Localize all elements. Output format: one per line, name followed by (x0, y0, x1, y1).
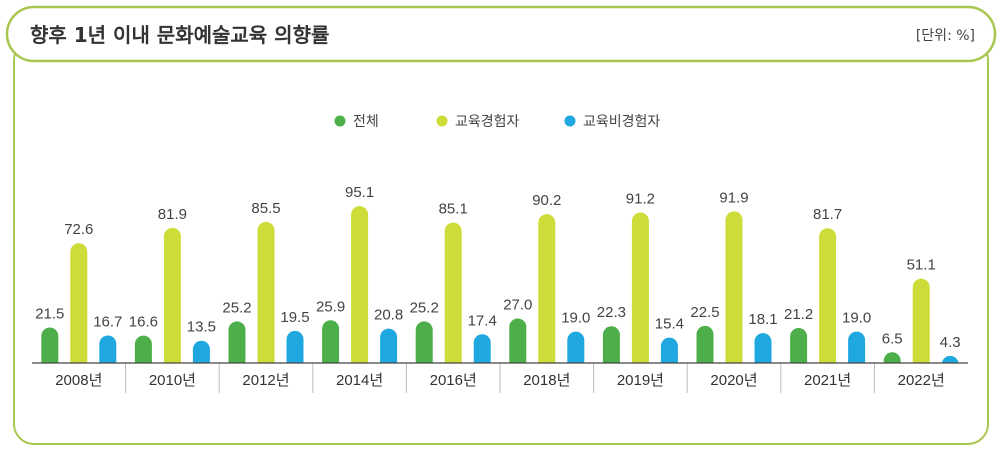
bar-series-3-10 (941, 355, 959, 365)
legend-marker-1 (334, 115, 346, 127)
bar-series-2-2 (163, 227, 181, 363)
value-label-series-1-2: 16.6 (129, 314, 158, 331)
value-label-series-1-7: 22.3 (597, 304, 626, 321)
x-tick-label-9: 2021년 (804, 372, 851, 389)
value-label-series-3-3: 19.5 (280, 309, 309, 326)
bar-series-3-7 (660, 337, 678, 363)
bar-series-1-10 (883, 352, 901, 363)
bar-series-3-2 (192, 340, 210, 363)
value-label-series-2-8: 91.9 (719, 189, 748, 206)
bar-series-2-3 (257, 221, 275, 363)
bar-series-1-2 (134, 335, 152, 363)
bar-series-3-8 (754, 333, 772, 363)
value-label-series-2-2: 81.9 (158, 206, 187, 223)
unit-label: [단위: %] (916, 28, 975, 44)
bar-series-2-7 (631, 212, 649, 363)
x-tick-label-6: 2018년 (523, 372, 570, 389)
x-tick-label-7: 2019년 (617, 372, 664, 389)
bar-series-2-8 (725, 211, 743, 363)
bar-series-1-3 (228, 321, 246, 363)
value-label-series-1-5: 25.2 (410, 299, 439, 316)
bar-series-3-3 (286, 330, 304, 363)
bar-series-3-5 (473, 334, 491, 363)
x-tick-label-4: 2014년 (336, 372, 383, 389)
value-label-series-1-8: 22.5 (690, 304, 719, 321)
bar-series-2-6 (538, 214, 556, 363)
legend-marker-3 (564, 115, 576, 127)
value-label-series-1-1: 21.5 (35, 306, 64, 323)
value-label-series-3-5: 17.4 (468, 312, 497, 329)
bar-series-1-5 (415, 321, 433, 363)
value-label-series-2-5: 85.1 (439, 201, 468, 218)
value-label-series-3-1: 16.7 (93, 313, 122, 330)
value-label-series-1-4: 25.9 (316, 298, 345, 315)
bar-series-2-9 (819, 228, 837, 363)
value-label-series-1-10: 6.5 (882, 330, 903, 347)
value-label-series-1-9: 21.2 (784, 306, 813, 323)
legend-label-2: 교육경험자 (455, 114, 520, 130)
bar-series-1-8 (696, 325, 714, 363)
bar-series-3-6 (567, 331, 585, 363)
value-label-series-2-4: 95.1 (345, 184, 374, 201)
value-label-series-3-8: 18.1 (748, 311, 777, 328)
legend: 전체 교육경험자 교육비경험자 (334, 114, 660, 130)
x-tick-label-5: 2016년 (430, 372, 477, 389)
x-tick-label-3: 2012년 (242, 372, 289, 389)
value-label-series-2-10: 51.1 (907, 257, 936, 274)
title-bar (5, 5, 997, 63)
chart-title: 향후 1년 이내 문화예술교육 의향률 (30, 23, 329, 47)
bar-series-2-5 (444, 222, 462, 363)
value-label-series-2-3: 85.5 (251, 200, 280, 217)
value-label-series-2-6: 90.2 (532, 192, 561, 209)
value-label-series-3-2: 13.5 (187, 319, 216, 336)
bar-series-2-1 (70, 243, 88, 363)
value-label-series-3-7: 15.4 (655, 316, 684, 333)
plot-area: 21.5 72.6 16.7 16.6 81.9 13.5 25.2 85.5 19.5 25.9… (35, 184, 961, 365)
value-label-series-2-1: 72.6 (64, 221, 93, 238)
value-label-series-1-3: 25.2 (222, 299, 251, 316)
bar-series-2-10 (912, 278, 930, 363)
value-label-series-3-9: 19.0 (842, 310, 871, 327)
legend-label-1: 전체 (353, 114, 379, 130)
bar-series-1-9 (790, 328, 808, 363)
value-label-series-3-4: 20.8 (374, 307, 403, 324)
x-tick-label-2: 2010년 (149, 372, 196, 389)
bar-series-1-6 (509, 318, 527, 363)
value-label-series-3-6: 19.0 (561, 310, 590, 327)
legend-label-3: 교육비경험자 (583, 114, 660, 130)
bar-series-1-4 (322, 320, 340, 363)
value-label-series-2-7: 91.2 (626, 191, 655, 208)
x-axis: 2008년 2010년 2012년 2014년 2016년 2018년 2019년 2020년… (32, 362, 968, 393)
bar-series-1-7 (602, 326, 620, 363)
value-label-series-2-9: 81.7 (813, 206, 842, 223)
bar-series-3-9 (848, 331, 866, 363)
bar-series-3-4 (380, 328, 398, 363)
x-tick-label-8: 2020년 (710, 372, 757, 389)
bar-series-3-1 (99, 335, 117, 363)
x-tick-label-10: 2022년 (898, 372, 945, 389)
x-tick-label-1: 2008년 (55, 372, 102, 389)
legend-marker-2 (436, 115, 448, 127)
bar-series-1-1 (41, 327, 59, 363)
value-label-series-1-6: 27.0 (503, 296, 532, 313)
value-label-series-3-10: 4.3 (940, 334, 961, 351)
bar-series-2-4 (351, 206, 369, 363)
